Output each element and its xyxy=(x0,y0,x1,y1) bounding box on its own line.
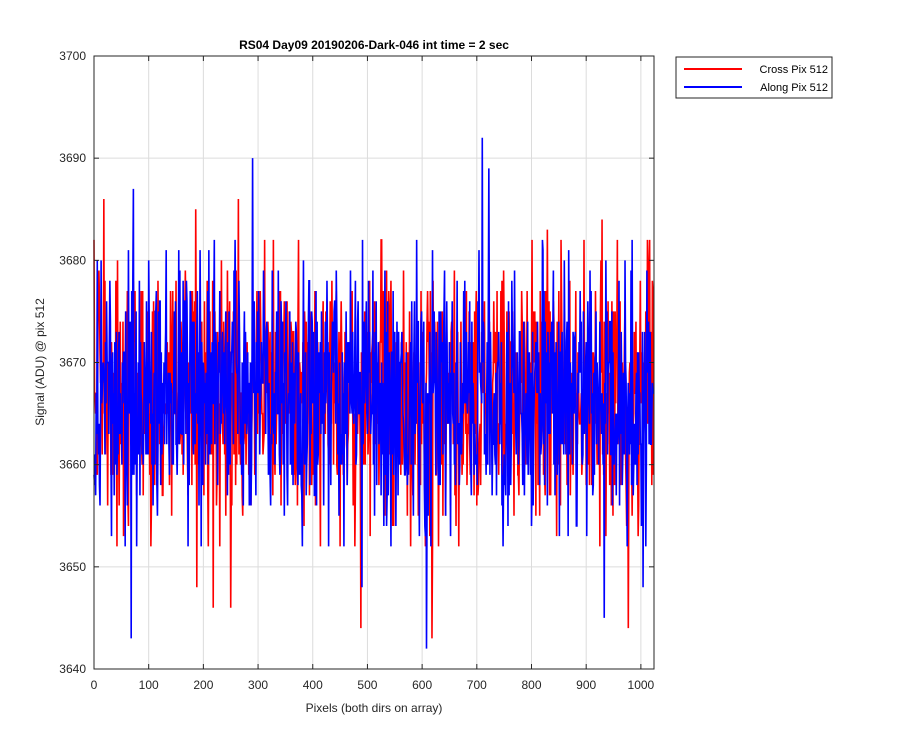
series-layer xyxy=(93,137,655,649)
legend-box xyxy=(675,56,833,99)
y-tick-label: 3670 xyxy=(59,356,86,370)
y-tick-label: 3680 xyxy=(59,253,86,267)
y-tick-label: 3650 xyxy=(59,560,86,574)
ticks: 0 100 200 300 400 500 600 700 800 900 1000 3640 3650… xyxy=(59,49,654,692)
x-tick-label: 600 xyxy=(412,678,432,692)
x-tick-label: 900 xyxy=(576,678,596,692)
y-axis-label: Signal (ADU) @ pix 512 xyxy=(33,298,47,426)
x-tick-label: 300 xyxy=(248,678,268,692)
legend-label-cross: Cross Pix 512 xyxy=(760,64,828,76)
chart-title: RS04 Day09 20190206-Dark-046 int time = … xyxy=(239,38,509,52)
y-tick-label: 3690 xyxy=(59,151,86,165)
x-tick-label: 400 xyxy=(303,678,323,692)
x-tick-label: 700 xyxy=(467,678,487,692)
x-tick-label: 500 xyxy=(357,678,377,692)
legend: Cross Pix 512 Along Pix 512 xyxy=(675,56,833,99)
y-tick-label: 3660 xyxy=(59,458,86,472)
x-axis-label: Pixels (both dirs on array) xyxy=(306,701,443,715)
x-tick-label: 0 xyxy=(91,678,98,692)
x-tick-label: 100 xyxy=(139,678,159,692)
y-tick-label: 3640 xyxy=(59,662,86,676)
x-tick-label: 1000 xyxy=(628,678,655,692)
y-tick-label: 3700 xyxy=(59,49,86,63)
series-line-along-pix-512 xyxy=(93,137,654,649)
x-tick-label: 200 xyxy=(193,678,213,692)
legend-label-along: Along Pix 512 xyxy=(760,82,828,94)
x-tick-label: 800 xyxy=(521,678,541,692)
